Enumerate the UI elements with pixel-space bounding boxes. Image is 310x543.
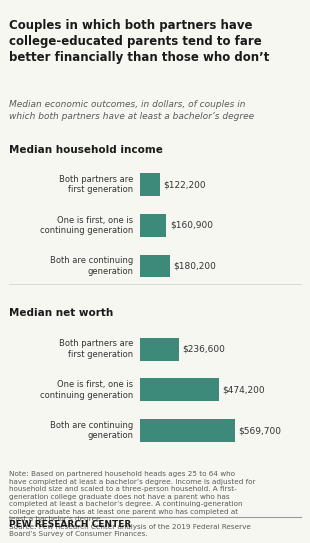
Text: Median economic outcomes, in dollars, of couples in
which both partners have at : Median economic outcomes, in dollars, of… xyxy=(9,100,255,121)
Text: Median household income: Median household income xyxy=(9,145,163,155)
Text: Both partners are
first generation: Both partners are first generation xyxy=(59,175,133,194)
Bar xyxy=(140,255,170,277)
Text: $122,200: $122,200 xyxy=(164,180,206,189)
Text: Both are continuing
generation: Both are continuing generation xyxy=(50,256,133,276)
Text: $474,200: $474,200 xyxy=(222,386,265,394)
Text: $180,200: $180,200 xyxy=(173,262,216,270)
Bar xyxy=(140,173,160,196)
Text: $160,900: $160,900 xyxy=(170,221,213,230)
Text: Note: Based on partnered household heads ages 25 to 64 who
have completed at lea: Note: Based on partnered household heads… xyxy=(9,471,256,538)
Text: PEW RESEARCH CENTER: PEW RESEARCH CENTER xyxy=(9,520,131,529)
Text: Couples in which both partners have
college-educated parents tend to fare
better: Couples in which both partners have coll… xyxy=(9,19,270,64)
Text: $569,700: $569,700 xyxy=(238,426,281,435)
Bar xyxy=(140,378,219,401)
Bar xyxy=(140,419,235,442)
Text: Both partners are
first generation: Both partners are first generation xyxy=(59,339,133,359)
Text: One is first, one is
continuing generation: One is first, one is continuing generati… xyxy=(40,380,133,400)
Text: Median net worth: Median net worth xyxy=(9,308,113,318)
Bar xyxy=(140,214,166,237)
Bar xyxy=(140,338,179,361)
Text: One is first, one is
continuing generation: One is first, one is continuing generati… xyxy=(40,216,133,235)
Text: Both are continuing
generation: Both are continuing generation xyxy=(50,421,133,440)
Text: $236,600: $236,600 xyxy=(183,345,226,353)
